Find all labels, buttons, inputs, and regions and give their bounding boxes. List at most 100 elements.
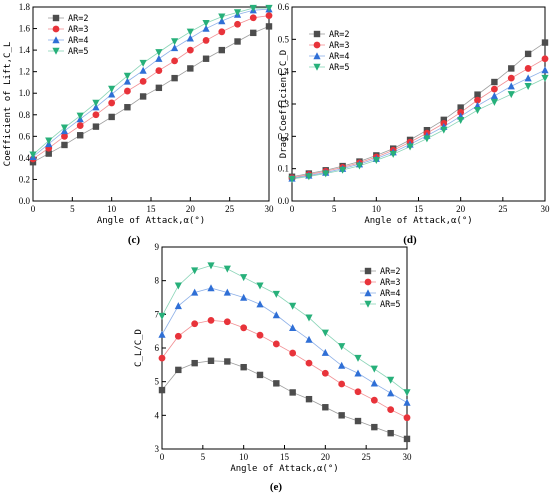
data-point — [370, 379, 378, 387]
legend-label: AR=4 — [380, 289, 400, 299]
data-point — [305, 335, 313, 343]
data-point — [355, 162, 364, 170]
y-tick-label: 0.0 — [19, 196, 31, 206]
data-point — [218, 13, 226, 21]
data-point — [123, 72, 131, 80]
chart-panel-0: 0 5 10 15 20 25 30 0.0 0.2 0.4 0.6 0.8 1.0 1.2 1.4 1.6 1… — [3, 2, 274, 246]
data-point — [440, 116, 447, 124]
data-point — [207, 284, 215, 292]
legend-marker — [364, 278, 372, 286]
data-point — [202, 37, 210, 44]
y-tick-label: 0.5 — [278, 34, 290, 44]
data-point — [272, 340, 280, 348]
x-axis-label: Angle of Attack,α(°) — [97, 216, 205, 226]
data-point — [406, 143, 414, 151]
data-point — [240, 324, 248, 332]
legend-marker — [52, 47, 60, 55]
legend-marker — [364, 289, 372, 297]
y-tick-label: 1.4 — [19, 45, 31, 55]
data-point — [61, 141, 68, 149]
data-point — [508, 65, 515, 72]
data-point — [256, 300, 264, 308]
x-axis-label: Angle of Attack,α(°) — [364, 216, 472, 226]
data-point — [191, 267, 199, 275]
x-tick-label: 0 — [160, 452, 165, 462]
x-tick-label: 25 — [225, 204, 235, 214]
x-tick-label: 30 — [541, 204, 550, 214]
y-tick-label: 1.0 — [19, 88, 31, 98]
data-point — [403, 389, 411, 397]
data-point — [186, 28, 194, 36]
data-point — [29, 151, 37, 159]
series-line-ar3 — [291, 58, 546, 179]
data-point — [158, 312, 166, 320]
data-point — [256, 331, 264, 339]
data-point — [322, 404, 329, 411]
data-point — [202, 24, 210, 32]
data-point — [171, 57, 179, 65]
data-point — [139, 59, 147, 67]
data-point — [155, 84, 163, 92]
series-line-ar4 — [161, 287, 408, 403]
y-tick-label: 4 — [155, 410, 160, 420]
legend-marker — [313, 52, 321, 60]
data-point — [139, 93, 147, 100]
series-line-ar4 — [291, 69, 546, 179]
data-point — [541, 55, 549, 63]
y-tick-label: 0.0 — [278, 196, 290, 206]
data-point — [372, 157, 380, 165]
y-tick-label: 0.2 — [19, 174, 30, 184]
data-point — [61, 132, 68, 140]
y-tick-label: 0.3 — [278, 99, 290, 109]
data-point — [389, 150, 397, 158]
legend-marker — [52, 36, 60, 44]
data-point — [338, 412, 345, 419]
data-point — [249, 14, 257, 22]
legend-marker — [52, 14, 60, 22]
data-point — [354, 417, 362, 425]
data-point — [92, 123, 100, 130]
data-point — [240, 363, 247, 371]
data-point — [265, 23, 273, 30]
data-point — [139, 77, 147, 85]
legend-label: AR=2 — [68, 14, 88, 24]
data-point — [202, 55, 210, 62]
data-point — [155, 67, 163, 74]
data-point — [218, 28, 226, 36]
x-tick-label: 5 — [332, 204, 337, 214]
data-point — [174, 302, 182, 310]
series-line-ar3 — [32, 15, 270, 160]
x-axis-label: Angle of Attack,α(°) — [230, 464, 338, 474]
data-point — [524, 83, 532, 91]
data-point — [155, 54, 163, 62]
data-point — [223, 318, 231, 326]
y-axis-label: Drag Coefficient,C_D — [279, 50, 289, 158]
data-point — [273, 380, 280, 387]
data-point — [491, 85, 498, 93]
data-point — [524, 65, 532, 72]
data-point — [45, 137, 53, 145]
data-point — [174, 282, 182, 290]
data-point — [370, 396, 378, 404]
data-point — [187, 65, 194, 72]
data-point — [474, 96, 481, 104]
data-point — [174, 332, 182, 340]
data-point — [186, 34, 194, 42]
legend-label: AR=5 — [329, 63, 349, 73]
data-point — [371, 423, 378, 431]
data-point — [265, 12, 273, 20]
x-tick-label: 0 — [31, 204, 36, 214]
data-point — [92, 103, 100, 111]
panel-label: (d) — [403, 234, 417, 246]
data-point — [124, 104, 131, 111]
data-point — [234, 38, 241, 45]
series-line-ar5 — [291, 77, 546, 180]
data-point — [92, 111, 100, 119]
y-tick-label: 5 — [155, 377, 160, 387]
data-point — [541, 66, 549, 74]
data-point — [45, 150, 52, 157]
y-tick-label: 0.6 — [19, 131, 31, 141]
data-point — [457, 109, 465, 116]
data-point — [158, 330, 166, 338]
